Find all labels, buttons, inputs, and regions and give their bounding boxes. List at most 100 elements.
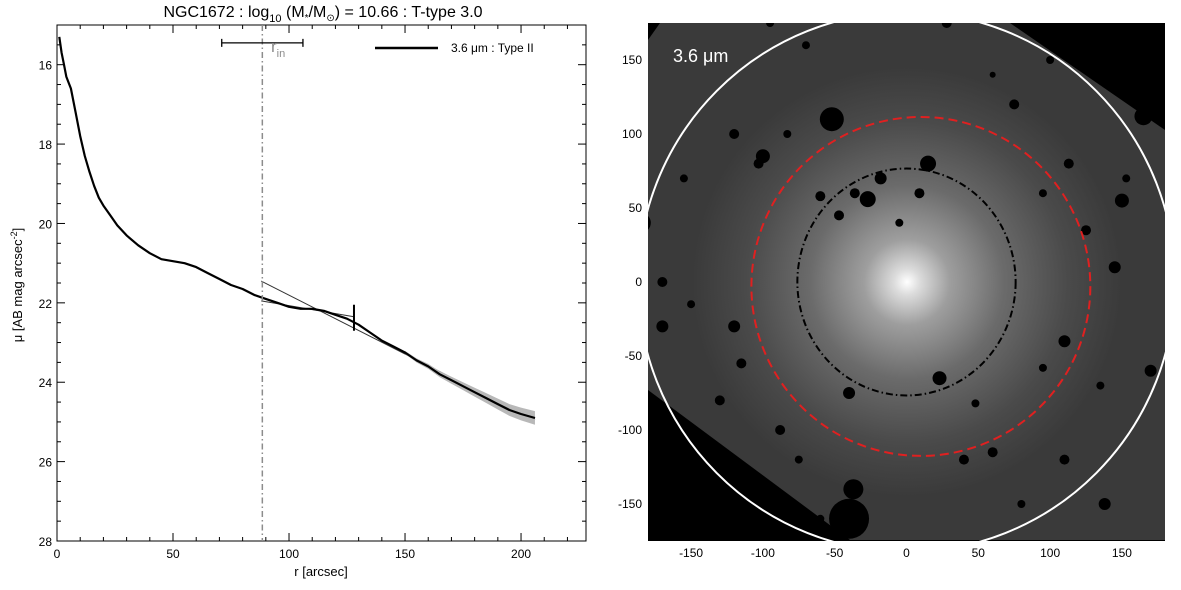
y-tick-label: 16 [39,59,53,73]
masked-star [657,277,668,287]
y-axis-label: μ [AB mag arcsec-2] [9,228,25,343]
y-tick-label: 26 [39,456,53,470]
masked-star [1127,23,1165,61]
image-y-tick-label: 100 [622,127,642,141]
profile-uncertainty-band [405,350,535,425]
masked-star [1134,107,1153,126]
masked-star [755,149,770,164]
masked-star [775,425,786,435]
image-x-tick-labels: -150 -100 -50 0 50 100 150 [679,546,1132,560]
masked-star [815,191,826,202]
masked-star [816,514,825,523]
y-tick-label: 18 [39,138,53,152]
masked-star [1144,364,1157,377]
masked-star [819,107,844,132]
y-tick-labels: 16 18 20 22 24 26 28 [39,59,53,549]
masked-star [932,371,947,386]
legend: 3.6 μm : Type II [375,41,534,55]
masked-star [843,479,864,500]
masked-star [989,71,996,78]
galaxy-light [692,67,1122,497]
star-masks [648,23,1165,539]
masked-star [794,455,803,464]
masked-star [1063,158,1074,169]
image-y-tick-label: 50 [629,201,643,215]
band-label: 3.6 μm [673,46,728,66]
image-plot: 3.6 μm -150 -100 -50 0 50 100 150 150 100 50 0 -50… [618,23,1165,560]
masked-star [1108,261,1121,274]
plot-frame [56,24,587,542]
image-y-tick-labels: 150 100 50 0 -50 -100 -150 [618,53,642,511]
axis-ticks [56,25,586,542]
legend-label: 3.6 μm : Type II [451,41,534,55]
masked-star [834,210,845,221]
masked-star [656,320,669,333]
masked-star [971,399,980,408]
masked-star [1038,363,1047,372]
image-y-tick-label: 150 [622,53,642,67]
masked-star [914,188,925,199]
masked-star [1017,500,1026,508]
masked-star [736,358,747,369]
image-y-tick-label: 0 [635,275,642,289]
masked-star [829,498,870,539]
masked-star [1098,498,1111,510]
masked-star [1122,174,1131,183]
inner-ellipse [796,167,1017,397]
masked-star [1058,335,1071,348]
masked-star [941,23,952,28]
masked-star [729,129,740,139]
masked-star [1114,193,1129,208]
masked-star [728,320,741,333]
masked-star [1046,56,1055,64]
x-tick-label: 200 [511,547,531,561]
masked-star [648,215,651,230]
masked-star [783,130,792,138]
isophote-ellipses [648,23,1165,541]
masked-star [1059,454,1070,465]
y-tick-label: 22 [39,297,53,311]
image-x-tick-label: 0 [903,546,910,560]
y-tick-label: 20 [39,217,53,231]
image-x-tick-label: -100 [751,546,775,560]
x-tick-label: 100 [279,547,299,561]
masked-star [987,447,998,458]
masked-star [1009,99,1020,110]
image-x-tick-label: 50 [972,546,986,560]
profile-line [58,36,536,420]
masked-star [920,155,937,172]
chart-title: NGC1672 : log10 (M*/M⊙) = 10.66 : T-type… [163,4,482,25]
x-axis-label: r [arcsec] [294,564,347,579]
y-tick-label: 28 [39,535,53,549]
x-tick-label: 0 [54,547,61,561]
masked-star [849,188,860,199]
masked-star [801,41,810,50]
x-tick-labels: 0 50 100 150 200 [54,547,532,561]
rin-label: rin [271,37,285,60]
break-ellipse [750,115,1092,457]
image-y-tick-label: -100 [618,423,642,437]
masked-star [895,218,904,227]
masked-star [958,454,969,465]
masked-star [679,174,688,183]
image-y-tick-label: -50 [625,349,643,363]
image-x-tick-label: 150 [1112,546,1132,560]
x-tick-label: 150 [395,547,415,561]
image-x-tick-label: -150 [679,546,703,560]
image-y-tick-label: -150 [618,497,642,511]
masked-star [874,172,887,185]
profile-data [58,25,536,541]
image-x-tick-label: -50 [826,546,844,560]
profile-plot: 0 50 100 150 200 16 18 20 22 24 26 28 r [arcsec] μ… [9,24,587,579]
masked-star [766,23,775,27]
masked-star [714,395,725,406]
y-tick-label: 24 [39,376,53,390]
masked-star [1038,189,1047,198]
x-tick-label: 50 [166,547,180,561]
masked-star [687,300,696,309]
masked-star [1096,381,1105,390]
masked-star [859,191,876,208]
masked-star [843,387,856,399]
masked-star [1081,225,1092,236]
